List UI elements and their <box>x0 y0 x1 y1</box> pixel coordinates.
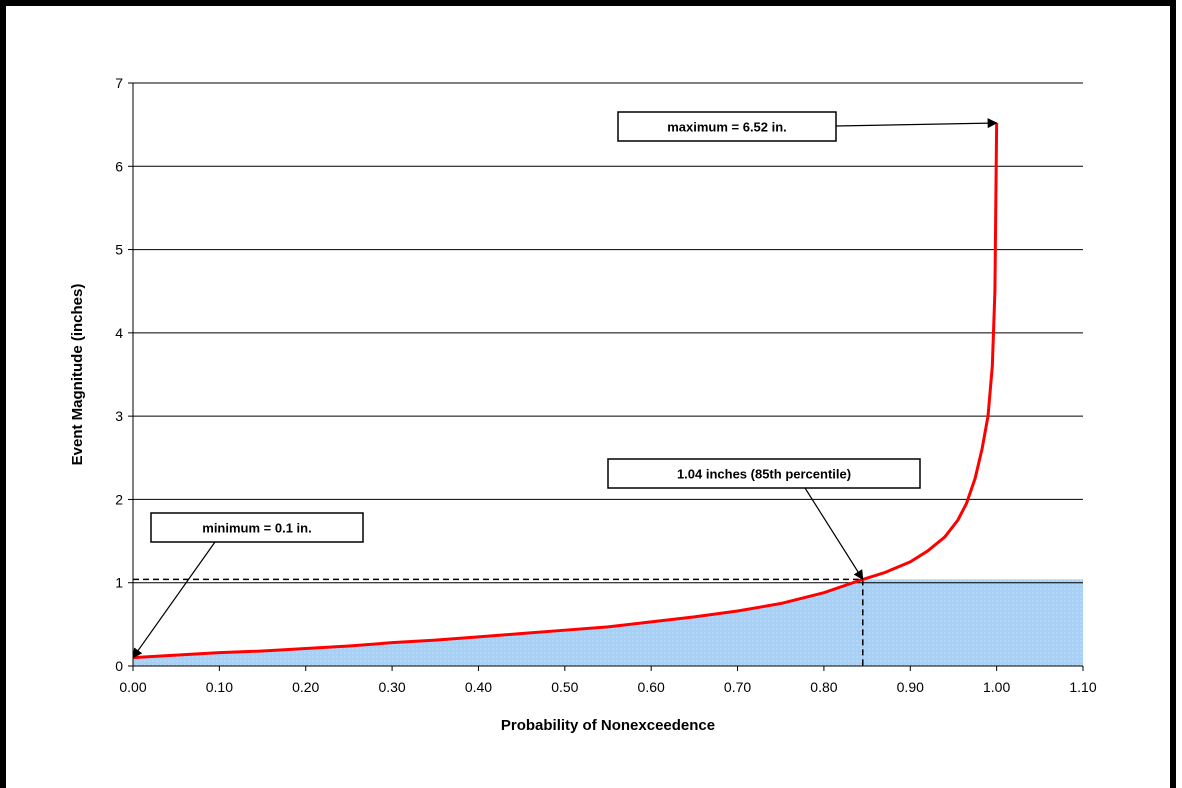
callout-85th-percentile-box <box>607 458 921 489</box>
y-tick-label: 6 <box>115 158 123 174</box>
y-tick-label: 3 <box>115 408 123 424</box>
x-tick-label: 1.00 <box>983 679 1010 695</box>
y-tick-label: 0 <box>115 658 123 674</box>
callout-maximum-box <box>617 111 837 142</box>
callout-85th-percentile-arrow <box>804 487 864 581</box>
callout-maximum: maximum = 6.52 in. <box>617 111 998 142</box>
x-tick-label: 0.20 <box>292 679 319 695</box>
x-axis-title: Probability of Nonexceedence <box>501 717 715 734</box>
y-tick-label: 4 <box>115 325 123 341</box>
y-tick-label: 1 <box>115 575 123 591</box>
gridlines <box>133 82 1083 584</box>
shaded-region <box>133 579 1083 666</box>
y-tick-label: 2 <box>115 491 123 507</box>
axes <box>132 83 1083 667</box>
reference-lines <box>133 578 864 666</box>
x-tick-label: 0.30 <box>378 679 405 695</box>
x-tick-label: 0.00 <box>119 679 146 695</box>
x-tick-label: 0.80 <box>810 679 837 695</box>
callout-minimum: minimum = 0.1 in. <box>132 512 364 659</box>
y-axis-title: Event Magnitude (inches) <box>69 284 86 466</box>
x-tick-label: 0.60 <box>638 679 665 695</box>
callout-maximum-text: maximum = 6.52 in. <box>667 120 787 135</box>
series-line <box>132 122 999 660</box>
x-tick-label: 1.10 <box>1069 679 1096 695</box>
y-tick-label: 7 <box>115 75 123 91</box>
callout-minimum-box <box>150 512 364 543</box>
x-tick-label: 0.10 <box>206 679 233 695</box>
callout-minimum-arrow <box>132 541 216 659</box>
x-tick-label: 0.70 <box>724 679 751 695</box>
callout-minimum-text: minimum = 0.1 in. <box>202 521 311 536</box>
callout-85th-percentile-text: 1.04 inches (85th percentile) <box>677 467 851 482</box>
callout-85th-percentile: 1.04 inches (85th percentile) <box>607 458 921 581</box>
x-tick-label: 0.90 <box>897 679 924 695</box>
shaded-area <box>133 579 1083 666</box>
x-tick-label: 0.40 <box>465 679 492 695</box>
x-tick-labels: 0.00 0.10 0.20 0.30 0.40 0.50 0.60 0.70 0.80 0.90… <box>119 666 1097 695</box>
series-layer <box>132 122 999 660</box>
callout-maximum-arrow <box>835 118 998 129</box>
x-tick-label: 0.50 <box>551 679 578 695</box>
y-tick-labels: 0 1 2 3 4 5 6 7 <box>115 75 133 674</box>
y-tick-label: 5 <box>115 242 123 258</box>
